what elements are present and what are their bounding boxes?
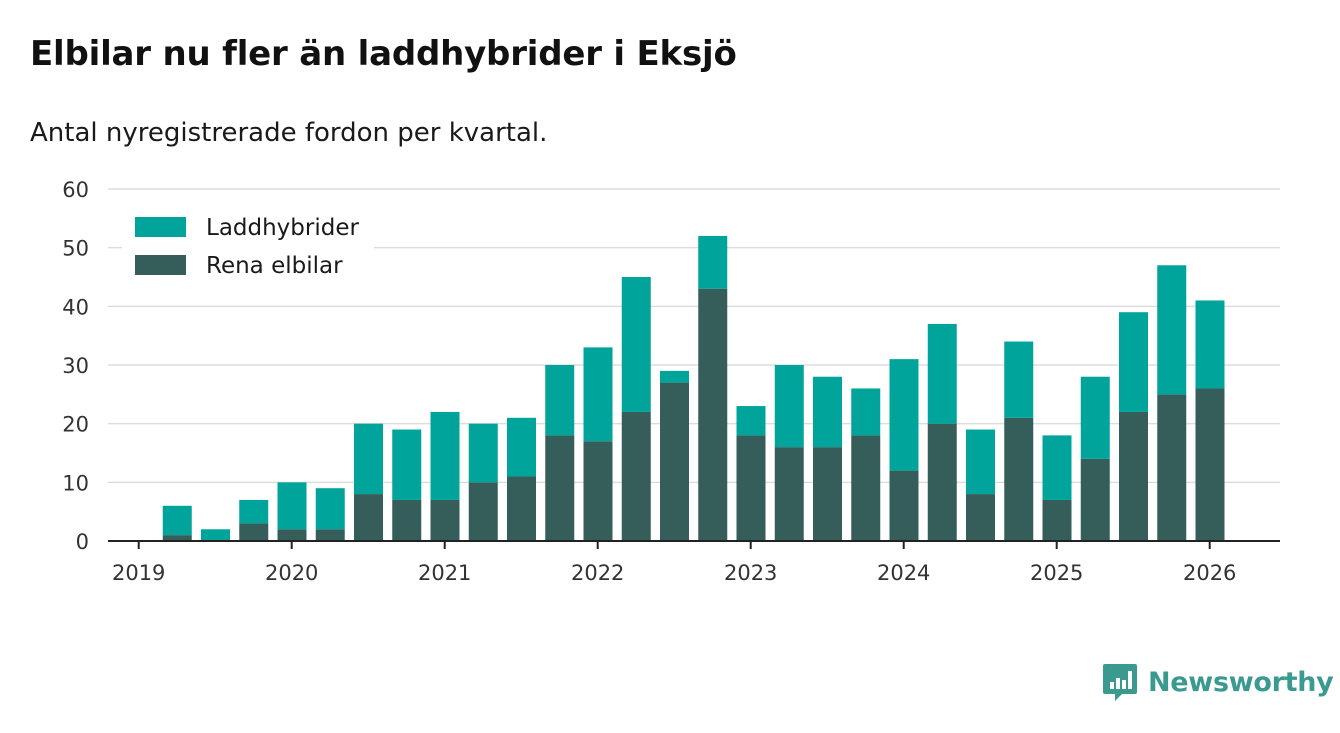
bar-laddhybrider-4	[277, 482, 307, 530]
x-tick-label-2026: 2026	[1183, 561, 1236, 585]
bar-rena-elbilar-13	[621, 411, 651, 541]
x-tick-label-2020: 2020	[265, 561, 318, 585]
y-tick-label-20: 20	[62, 413, 89, 437]
x-tick-label-2021: 2021	[418, 561, 471, 585]
bar-rena-elbilar-28	[1195, 388, 1225, 541]
bar-rena-elbilar-9	[468, 482, 498, 541]
bar-laddhybrider-10	[507, 417, 536, 477]
bar-laddhybrider-27	[1157, 265, 1187, 395]
y-tick-label-30: 30	[62, 354, 89, 378]
bar-laddhybrider-26	[1119, 312, 1148, 412]
x-tick-label-2025: 2025	[1030, 561, 1083, 585]
bar-laddhybrider-1	[162, 505, 192, 536]
bar-rena-elbilar-18	[813, 447, 842, 541]
bars	[162, 235, 1225, 541]
bar-laddhybrider-2	[201, 529, 230, 541]
bar-rena-elbilar-15	[698, 288, 728, 541]
bar-laddhybrider-18	[813, 376, 842, 448]
bar-laddhybrider-20	[889, 359, 919, 471]
bar-rena-elbilar-11	[545, 435, 575, 541]
bar-rena-elbilar-1	[162, 535, 192, 541]
chart-subtitle: Antal nyregistrerade fordon per kvartal.	[30, 118, 548, 148]
bar-rena-elbilar-23	[1004, 417, 1034, 541]
newsworthy-logo-icon	[1103, 664, 1137, 701]
bar-laddhybrider-28	[1195, 300, 1225, 389]
bar-laddhybrider-6	[354, 423, 383, 495]
legend: Laddhybrider Rena elbilar	[122, 206, 374, 294]
bar-laddhybrider-17	[774, 365, 804, 448]
bar-rena-elbilar-20	[889, 470, 919, 541]
y-axis-tick-labels: 0 10 20 30 40 50 60	[62, 178, 89, 554]
legend-swatch-0	[135, 217, 186, 237]
bar-laddhybrider-24	[1042, 435, 1072, 500]
bar-laddhybrider-21	[927, 323, 957, 424]
bar-rena-elbilar-27	[1157, 394, 1187, 541]
bar-laddhybrider-23	[1004, 341, 1034, 418]
bar-rena-elbilar-19	[851, 435, 881, 541]
bar-laddhybrider-16	[736, 406, 766, 436]
bar-rena-elbilar-7	[392, 499, 422, 541]
y-tick-label-40: 40	[62, 295, 89, 319]
bar-laddhybrider-22	[966, 429, 995, 495]
y-tick-label-10: 10	[62, 471, 89, 495]
bar-rena-elbilar-21	[927, 423, 957, 541]
bar-rena-elbilar-25	[1080, 458, 1110, 541]
bar-laddhybrider-7	[392, 429, 422, 500]
legend-swatch-1	[135, 255, 186, 275]
bar-laddhybrider-25	[1080, 376, 1110, 459]
bar-rena-elbilar-22	[966, 494, 995, 541]
y-tick-label-50: 50	[62, 237, 89, 261]
bar-rena-elbilar-14	[660, 382, 689, 541]
x-tick-label-2024: 2024	[877, 561, 930, 585]
bar-rena-elbilar-5	[315, 529, 345, 541]
x-tick-label-2023: 2023	[724, 561, 777, 585]
x-axis: 2019 2020 2021 2022 2023 2024 2025 2026	[108, 540, 1280, 585]
bar-rena-elbilar-10	[507, 476, 536, 541]
legend-label-0: Laddhybrider	[206, 215, 359, 241]
bar-rena-elbilar-12	[583, 441, 613, 541]
chart-title: Elbilar nu fler än laddhybrider i Eksjö	[30, 34, 737, 74]
bar-rena-elbilar-24	[1042, 499, 1072, 541]
bar-laddhybrider-5	[315, 488, 345, 530]
bar-rena-elbilar-17	[774, 447, 804, 541]
bar-laddhybrider-3	[239, 499, 269, 524]
bar-rena-elbilar-16	[736, 435, 766, 541]
x-tick-label-2019: 2019	[112, 561, 165, 585]
bar-rena-elbilar-26	[1119, 411, 1148, 541]
bar-rena-elbilar-3	[239, 523, 269, 541]
bar-rena-elbilar-6	[354, 494, 383, 541]
brand-name: Newsworthy	[1148, 666, 1334, 698]
bar-laddhybrider-13	[621, 277, 651, 412]
bar-laddhybrider-19	[851, 388, 881, 436]
legend-label-1: Rena elbilar	[206, 253, 343, 279]
y-tick-label-60: 60	[62, 178, 89, 202]
bar-laddhybrider-9	[468, 423, 498, 483]
newsworthy-brand: Newsworthy	[1102, 662, 1334, 702]
bar-laddhybrider-15	[698, 235, 728, 289]
bar-laddhybrider-11	[545, 365, 575, 436]
bar-laddhybrider-8	[430, 411, 460, 500]
bar-laddhybrider-14	[660, 370, 689, 383]
y-tick-label-0: 0	[76, 530, 89, 554]
bar-laddhybrider-12	[583, 347, 613, 442]
bar-rena-elbilar-4	[277, 529, 307, 541]
x-tick-label-2022: 2022	[571, 561, 624, 585]
bar-rena-elbilar-8	[430, 499, 460, 541]
